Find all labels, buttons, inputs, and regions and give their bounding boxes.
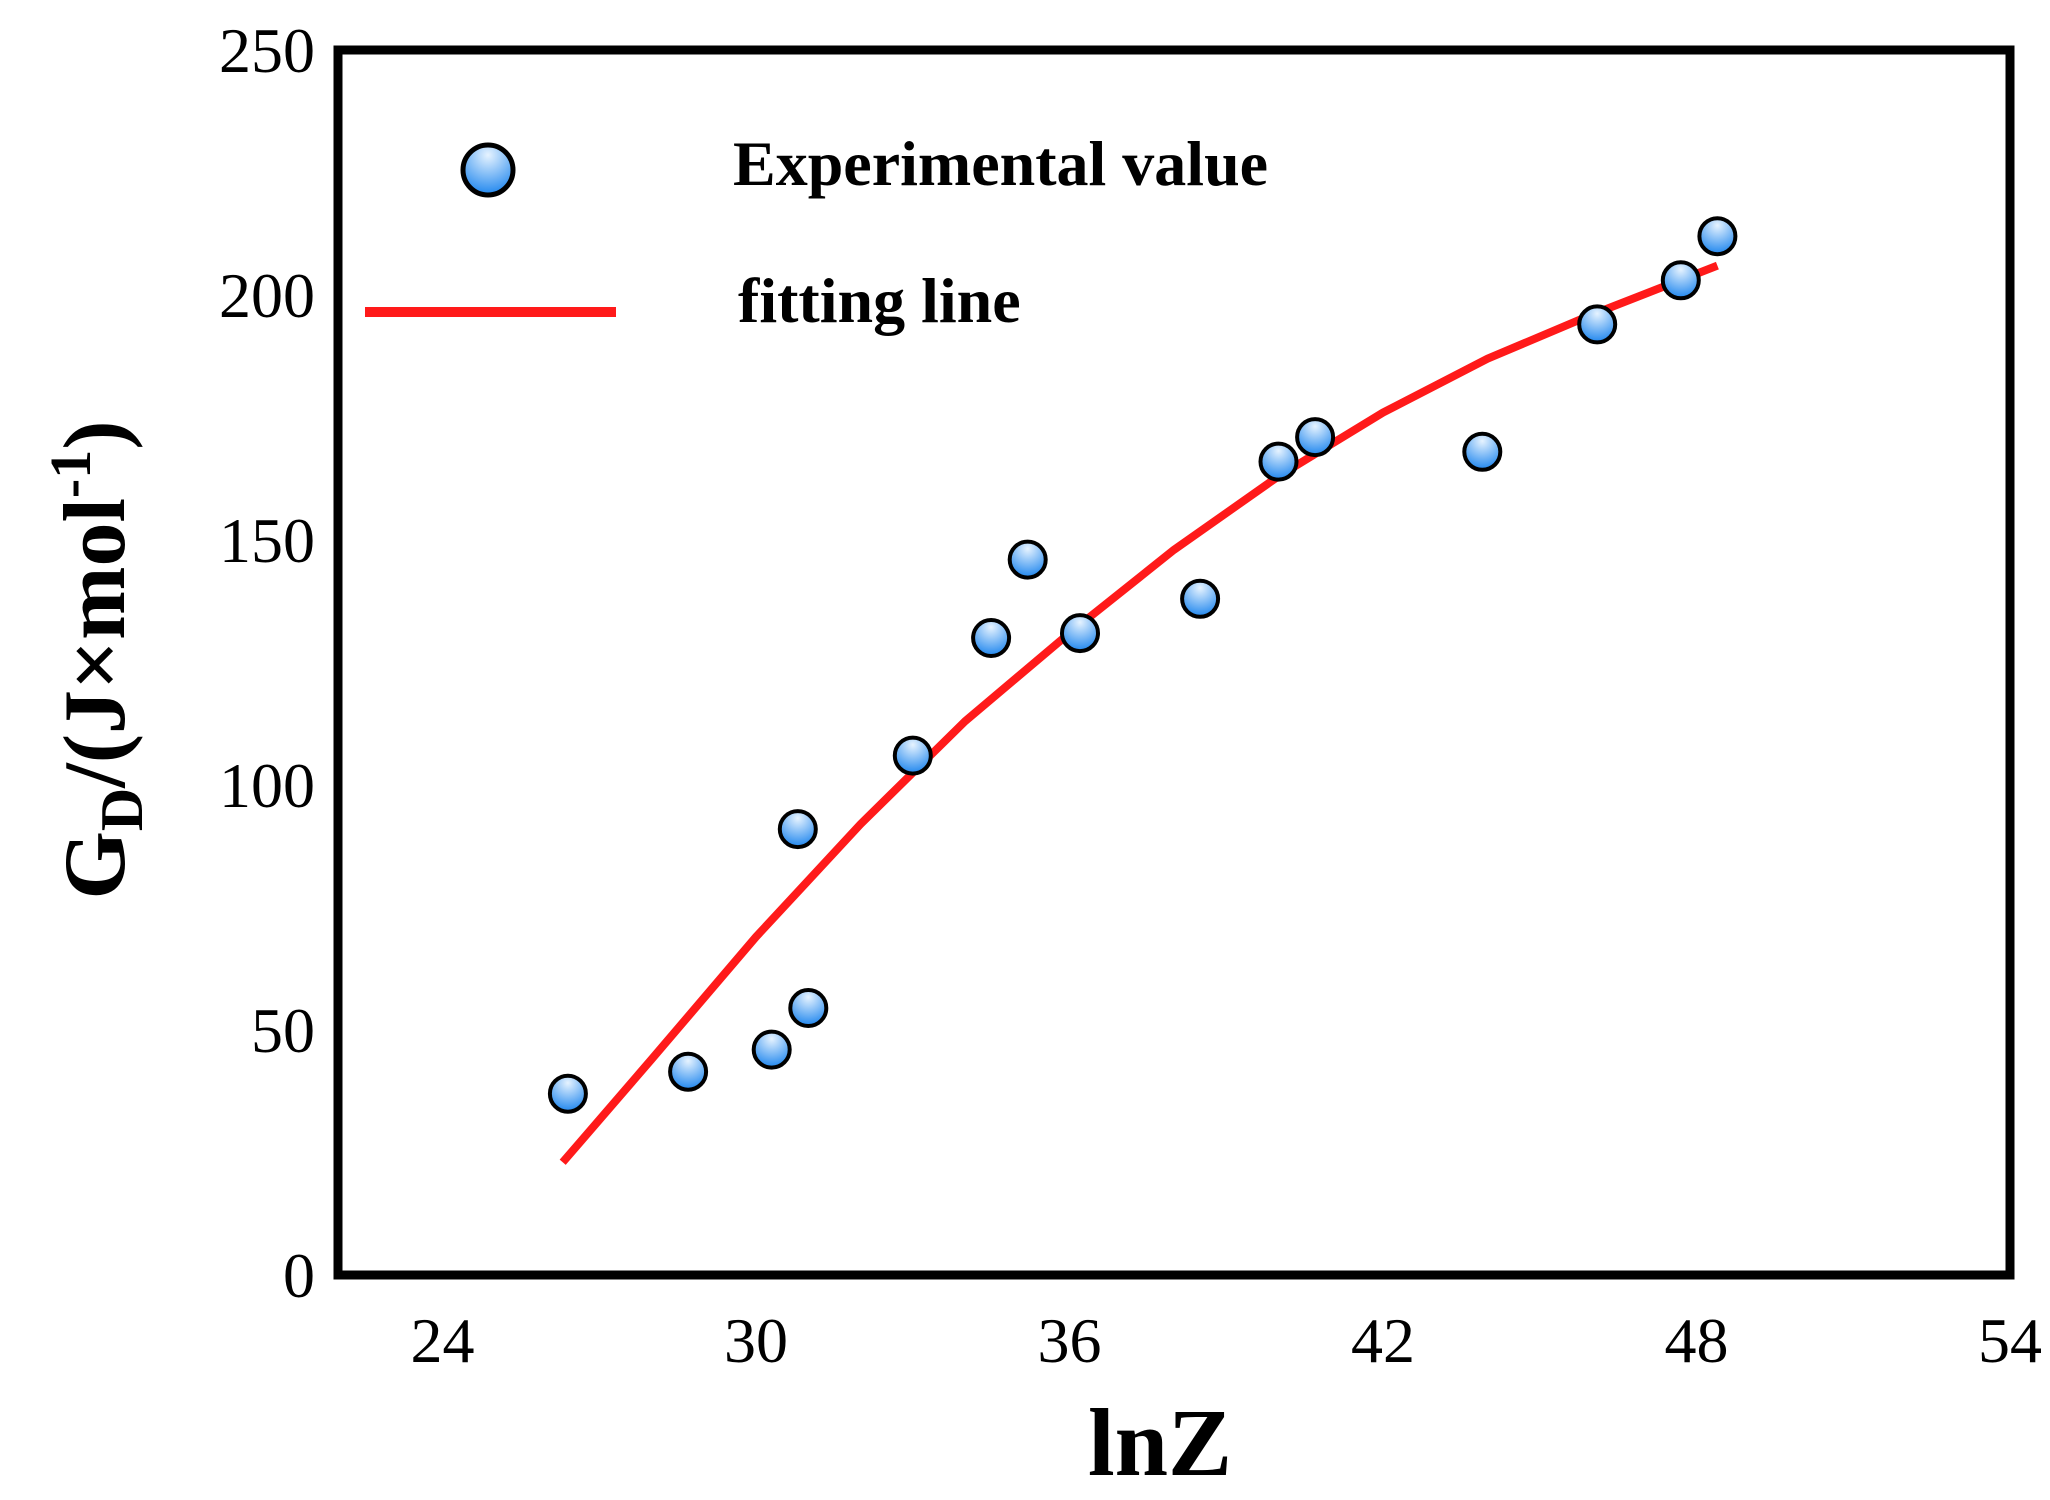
legend-label-experimental: Experimental value <box>733 128 1268 199</box>
experimental-point <box>547 1073 588 1114</box>
experimental-point <box>1697 216 1738 257</box>
x-tick-label: 36 <box>1038 1305 1102 1376</box>
y-tick-label: 200 <box>219 260 315 331</box>
experimental-point <box>1295 417 1336 458</box>
experimental-point <box>1660 260 1701 301</box>
experimental-point <box>777 809 818 850</box>
x-tick-label: 42 <box>1351 1305 1415 1376</box>
legend: Experimental value fitting line <box>365 128 1268 336</box>
y-axis-title-superscript: -1 <box>38 450 103 498</box>
experimental-point <box>1007 539 1048 580</box>
experimental-point <box>1462 431 1503 472</box>
experimental-point <box>788 988 829 1028</box>
scatter-points-layer <box>547 216 1738 1114</box>
y-tick-label: 150 <box>219 505 315 576</box>
experimental-point <box>971 618 1012 658</box>
y-tick-label: 0 <box>283 1240 315 1311</box>
x-axis-title: lnZ <box>1088 1389 1232 1496</box>
experimental-point <box>668 1051 709 1092</box>
fitting-line <box>559 261 1719 1165</box>
legend-marker-experimental <box>460 142 516 198</box>
y-axis-title-unit: /(J×mol <box>47 498 144 789</box>
y-tick-label: 100 <box>219 750 315 821</box>
experimental-point <box>751 1029 792 1070</box>
x-tick-label: 54 <box>1978 1305 2042 1376</box>
y-axis-title: GD/(J×mol-1) <box>38 420 155 899</box>
y-tick-label: 250 <box>219 15 315 86</box>
experimental-point <box>1258 441 1299 482</box>
y-axis-title-subscript: D <box>89 788 155 831</box>
axis-ticks: 24 30 36 42 48 54 0 50 100 150 200 250 <box>219 15 2042 1376</box>
experimental-point <box>1180 578 1221 619</box>
plot-area-frame <box>333 45 2015 1280</box>
x-tick-label: 30 <box>724 1305 788 1376</box>
x-tick-label: 48 <box>1665 1305 1729 1376</box>
x-tick-label: 24 <box>411 1305 475 1376</box>
y-axis-title-main: G <box>47 831 144 899</box>
experimental-point <box>1577 304 1618 345</box>
legend-label-fitting: fitting line <box>738 265 1021 336</box>
y-axis-title-close: ) <box>47 420 144 449</box>
experimental-point <box>1060 613 1100 654</box>
experimental-point <box>892 735 933 776</box>
fitting-line-layer <box>559 261 1719 1165</box>
y-tick-label: 50 <box>251 995 315 1066</box>
